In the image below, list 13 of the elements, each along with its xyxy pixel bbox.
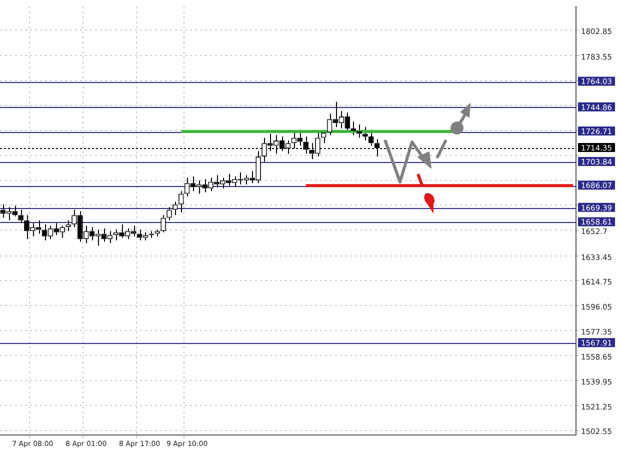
candlestick	[12, 205, 18, 217]
candlestick	[42, 224, 48, 241]
candlestick	[160, 214, 166, 233]
candlestick	[18, 209, 24, 224]
candlestick	[119, 224, 124, 238]
candlestick	[77, 210, 83, 242]
candlestick	[101, 228, 107, 242]
candlestick	[24, 214, 30, 240]
candlestick	[89, 226, 95, 241]
candlestick	[178, 190, 184, 213]
candlestick	[54, 222, 60, 236]
candlestick	[202, 178, 208, 193]
candlestick	[356, 124, 362, 138]
